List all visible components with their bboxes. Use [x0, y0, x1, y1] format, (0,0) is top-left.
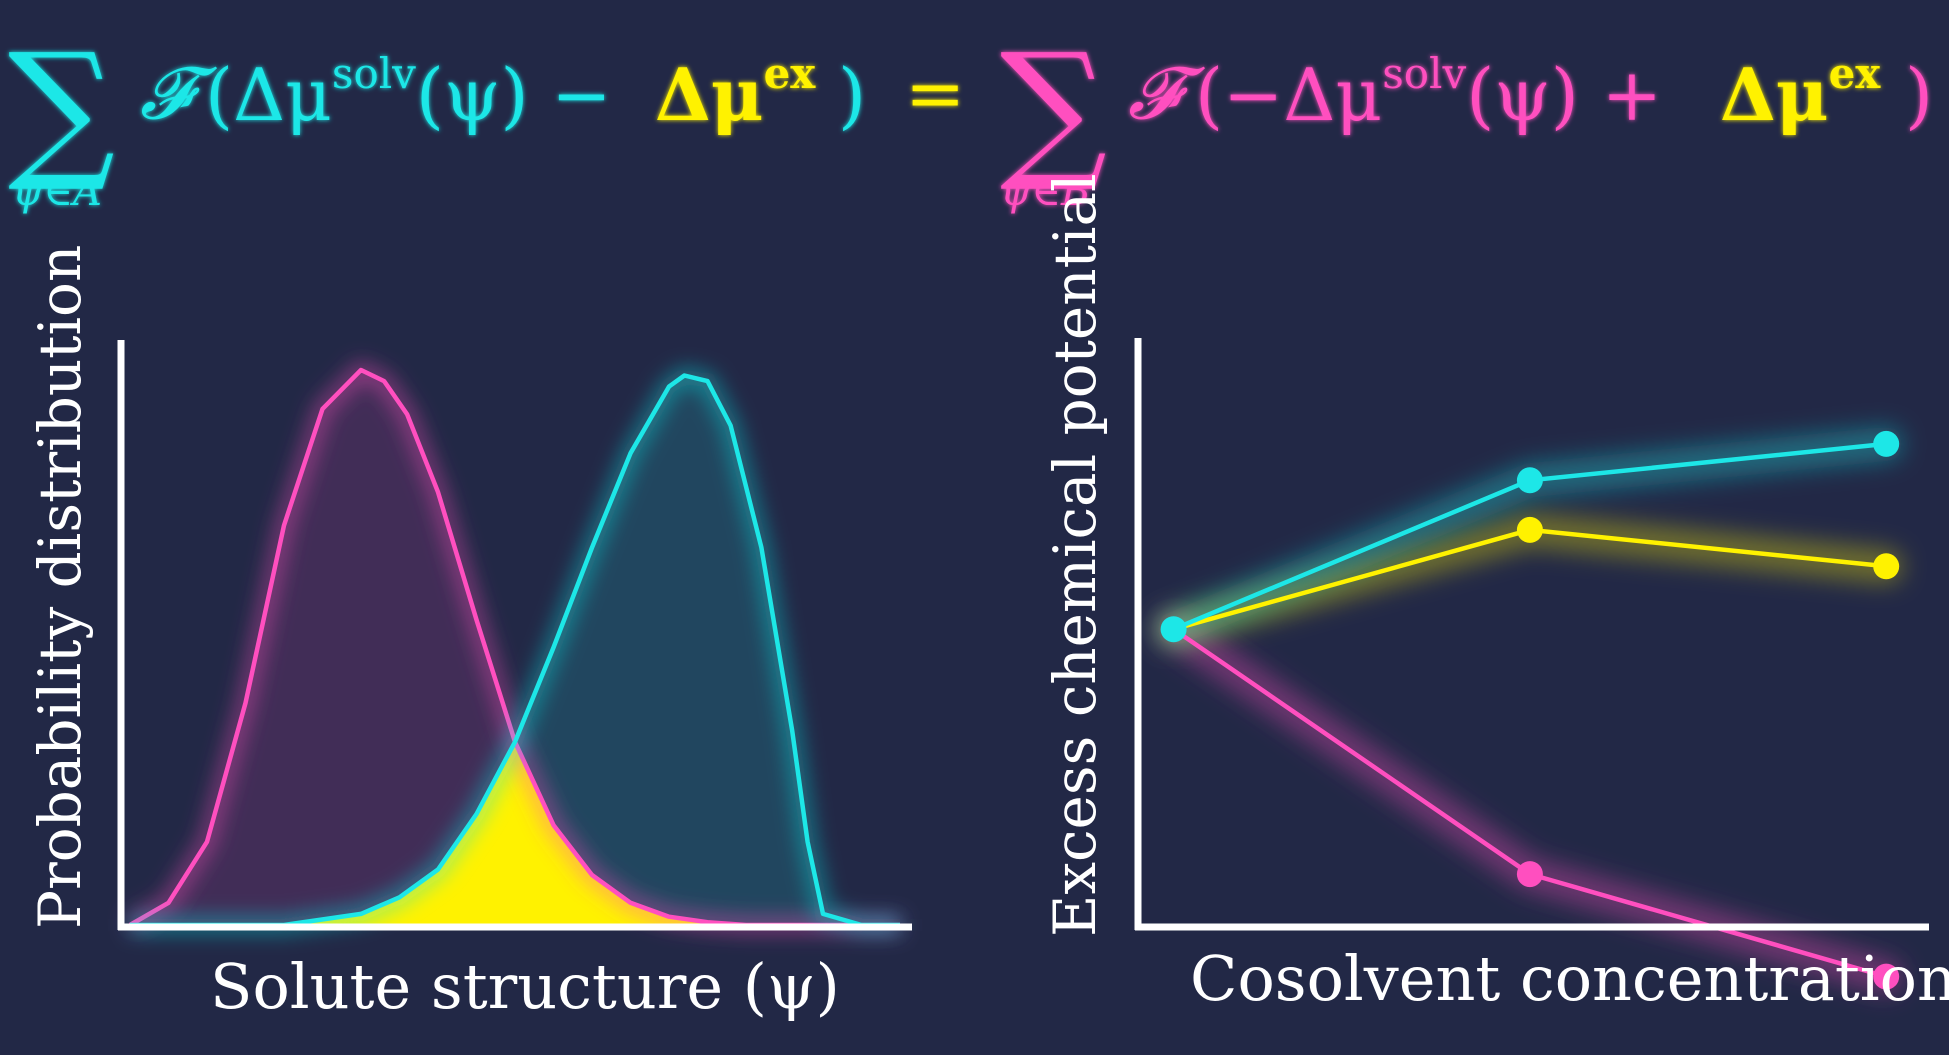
lhs-sum-symbol: ∑ [8, 22, 115, 196]
svg-text:Δμex: Δμex [1720, 49, 1881, 137]
potential-point-cyan-2 [1873, 430, 1900, 457]
rhs-solv-superscript: solv [1382, 49, 1466, 98]
rhs-open-paren: ( [1195, 53, 1223, 137]
lhs-close-paren: ) [838, 53, 866, 137]
lhs-delta-mu-solv: (Δμ [205, 53, 332, 137]
distribution-line-cyan [130, 373, 900, 928]
potential-point-cyan-1 [1516, 467, 1543, 494]
lhs-sum-subscript: ψ∈A [12, 169, 102, 215]
potential-point-cyan-0 [1160, 616, 1187, 643]
distribution-chart: Solute structure (ψ) Probability distrib… [0, 244, 940, 1051]
potential-point-magenta-1 [1516, 861, 1543, 888]
rhs-delta-mu-ex: Δμ [1720, 52, 1829, 137]
y-axis-label: Probability distribution [26, 244, 94, 929]
rhs-ex-superscript: ex [1829, 49, 1882, 98]
svg-text:(Δμsolv(ψ) −: (Δμsolv(ψ) − [205, 49, 612, 137]
potential-point-yellow-1 [1516, 516, 1543, 543]
potential-point-magenta-2 [1873, 963, 1900, 990]
lhs-delta-mu-ex: Δμ [655, 52, 764, 137]
lhs-psi-minus: (ψ) − [416, 53, 612, 137]
y-axis-label: Excess chemical potential [1041, 173, 1109, 937]
potential-point-yellow-2 [1873, 553, 1900, 580]
distribution-area-magenta [130, 370, 900, 925]
svg-text:(−Δμsolv(ψ) +: (−Δμsolv(ψ) + [1195, 49, 1662, 137]
svg-text:Δμex: Δμex [655, 49, 816, 137]
rhs-psi-plus: (ψ) + [1466, 53, 1662, 137]
rhs-sum-symbol: ∑ [1000, 22, 1107, 196]
lhs-ex-superscript: ex [764, 49, 817, 98]
rhs-neg-delta-mu-solv: −Δμ [1223, 53, 1382, 137]
x-axis-label: Cosolvent concentration [1190, 942, 1949, 1015]
equation: ∑ ψ∈A 𝓕 (Δμsolv(ψ) − Δμex ) = ∑ ψ∈B 𝓕 (−… [8, 22, 1933, 215]
distribution-area-cyan [130, 375, 900, 925]
chemical-potential-chart-svg [1134, 338, 1929, 994]
chemical-potential-chart: Cosolvent concentration Excess chemical … [1010, 173, 1949, 1051]
rhs-sum-subscript: ψ∈B [1000, 169, 1090, 215]
lhs-solv-superscript: solv [332, 49, 416, 98]
distribution-chart-svg [117, 340, 912, 933]
rhs-close-paren: ) [1905, 53, 1933, 137]
equals-sign: = [905, 51, 965, 135]
x-axis-label: Solute structure (ψ) [210, 950, 840, 1023]
